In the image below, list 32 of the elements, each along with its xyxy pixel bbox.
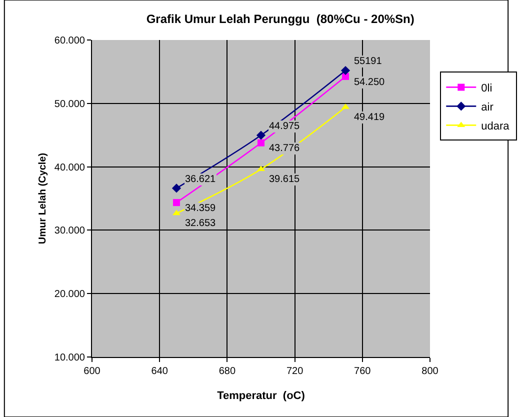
data-label: 55191 <box>354 56 382 67</box>
data-label: 32.653 <box>185 218 216 229</box>
y-tick-label: 50.000 <box>54 98 86 110</box>
data-label: 34.359 <box>185 203 216 214</box>
y-tick-label: 20.000 <box>54 289 86 300</box>
x-tick-label: 720 <box>286 366 304 377</box>
x-tick-label: 680 <box>218 366 236 377</box>
x-tick-label: 640 <box>151 366 168 377</box>
data-label: 44.975 <box>269 121 300 132</box>
x-axis-title: Temperatur (oC) <box>217 390 306 402</box>
data-label: 54.250 <box>354 77 386 88</box>
y-axis-title: Umur Lelah (Cycle) <box>37 152 48 244</box>
x-tick-label: 760 <box>354 366 372 377</box>
y-tick-label: 40.000 <box>54 162 86 174</box>
x-tick-label: 800 <box>422 366 439 377</box>
data-label: 49.419 <box>354 112 386 123</box>
y-tick-label: 60.000 <box>54 36 86 46</box>
chart-title: Grafik Umur Lelah Perunggu (80%Cu - 20%Sn) <box>146 12 414 26</box>
point <box>256 130 266 140</box>
legend-label: 0li <box>481 82 492 94</box>
point <box>340 66 350 76</box>
y-tick-label: 10.000 <box>54 352 86 364</box>
legend-label: udara <box>481 120 510 132</box>
data-label: 36.621 <box>185 174 216 185</box>
data-label: 39.615 <box>269 174 300 185</box>
point <box>173 199 180 206</box>
point <box>258 139 264 146</box>
x-tick-label: 600 <box>84 366 101 377</box>
point <box>172 184 182 193</box>
data-label: 43.776 <box>269 143 300 154</box>
legend-label: air <box>481 101 494 114</box>
y-tick-label: 30.000 <box>54 226 86 237</box>
